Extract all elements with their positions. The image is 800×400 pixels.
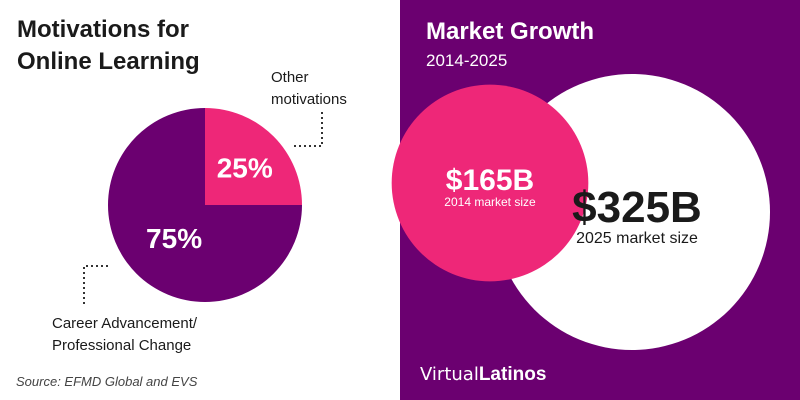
brand-logo: VirtualLatinos bbox=[420, 364, 546, 384]
pie-label-career: 75% bbox=[146, 223, 202, 254]
pie-chart-title-line2: Online Learning bbox=[17, 48, 200, 75]
leader-line-career bbox=[83, 265, 108, 304]
source-note: Source: EFMD Global and EVS bbox=[16, 374, 198, 389]
brand-logo-part2: Latinos bbox=[478, 364, 547, 385]
bubble-chart-subtitle: 2014-2025 bbox=[426, 51, 508, 70]
callout-career-line2: Professional Change bbox=[52, 337, 192, 354]
pie-chart-title-line1: Motivations for bbox=[17, 16, 189, 43]
pie-label-other: 25% bbox=[217, 152, 273, 183]
left-panel: Motivations for Online Learning Other mo… bbox=[16, 16, 347, 389]
pie-slice-other bbox=[205, 108, 302, 205]
brand-logo-part1: Virtual bbox=[420, 364, 479, 385]
pie-chart: 25% 75% bbox=[83, 108, 323, 304]
leader-line-other bbox=[292, 112, 323, 147]
callout-other-line1: Other bbox=[271, 69, 309, 86]
callout-career-line1: Career Advancement/ bbox=[52, 315, 198, 332]
callout-other-line2: motivations bbox=[271, 91, 347, 108]
right-panel: Market Growth 2014-2025 VirtualLatinos bbox=[400, 0, 800, 400]
bubble-chart-title: Market Growth bbox=[426, 18, 595, 45]
